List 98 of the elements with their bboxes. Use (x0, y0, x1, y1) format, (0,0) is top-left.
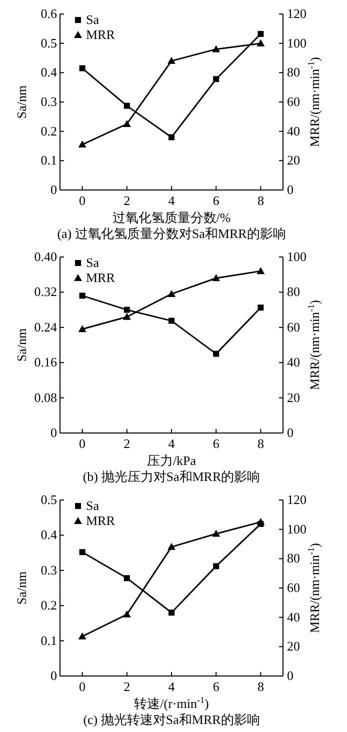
legend-label: Sa (86, 12, 100, 27)
y2-tick-label: 20 (287, 152, 300, 168)
point (79, 292, 86, 299)
x-tick-label: 0 (79, 679, 86, 694)
y2-tick-label: 100 (287, 249, 306, 264)
y2-tick-label: 100 (287, 521, 306, 536)
point (212, 274, 220, 282)
y-tick-label: 0.32 (34, 284, 57, 300)
x-tick-label: 8 (257, 679, 264, 694)
x-tick-label: 6 (212, 679, 220, 694)
y2-tick-label: 80 (287, 64, 300, 80)
point (124, 575, 130, 582)
point (213, 563, 220, 570)
y-axis-title: Sa/nm (14, 85, 29, 119)
y-tick-label: 0.1 (40, 632, 57, 648)
point (122, 120, 131, 127)
point (124, 306, 130, 313)
text: (a) 过氧化氢质量分数对Sa和MRR的影响 (57, 226, 286, 241)
point (79, 549, 86, 556)
y-tick-label: 0.24 (34, 319, 58, 334)
y-axis-title: Sa/nm (14, 328, 29, 362)
x-tick-label: 8 (257, 193, 264, 208)
point (78, 325, 86, 332)
point (78, 140, 86, 148)
point (168, 610, 174, 616)
point (213, 350, 220, 357)
y2-tick-label: 60 (287, 580, 300, 595)
text: (c) 抛光转速对Sa和MRR的影响 (83, 712, 260, 727)
y-tick-label: 0 (50, 425, 57, 440)
y2-tick-label: 40 (287, 354, 300, 370)
point (258, 304, 264, 311)
x-tick-label: 4 (168, 193, 176, 208)
y2-tick-label: 0 (287, 668, 294, 683)
y-tick-label: 0.16 (34, 354, 58, 370)
y-tick-label: 0.4 (40, 64, 58, 80)
point (212, 45, 220, 52)
x-axis-title: 压力/kPa (146, 453, 196, 468)
y-tick-label: 0 (50, 182, 57, 197)
x-tick-label: 2 (124, 436, 130, 451)
point (258, 30, 264, 37)
point (212, 530, 220, 537)
y-tick-label: 0.1 (40, 152, 57, 168)
x-tick-label: 2 (124, 679, 130, 694)
y-tick-label: 0.2 (40, 123, 57, 138)
point (122, 312, 131, 320)
x-tick-label: 6 (212, 436, 220, 451)
point (168, 542, 176, 550)
x-tick-label: 4 (168, 679, 176, 694)
y-tick-label: 0.2 (40, 598, 57, 613)
y2-tick-label: 20 (287, 390, 300, 405)
legend-label: MRR (86, 27, 116, 42)
y2-tick-label: 120 (287, 6, 306, 21)
point (258, 520, 264, 527)
point (256, 39, 265, 46)
y-tick-label: 0.5 (40, 35, 57, 50)
point (256, 267, 265, 274)
y2-tick-label: 20 (287, 638, 300, 654)
legend-label: MRR (86, 513, 116, 528)
point (168, 290, 176, 297)
y2-tick-label: 0 (287, 182, 294, 197)
y2-tick-label: 60 (287, 94, 300, 109)
legend-label: MRR (86, 270, 116, 285)
y2-tick-label: 80 (287, 284, 300, 300)
y2-tick-label: 0 (287, 425, 294, 440)
x-tick-label: 6 (212, 193, 220, 208)
y-tick-label: 0.3 (40, 562, 57, 578)
y-tick-label: 0.6 (40, 6, 58, 21)
point (168, 318, 174, 324)
y2-tick-label: 120 (287, 492, 306, 507)
y2-tick-label: 40 (287, 123, 300, 138)
y-tick-label: 0.5 (40, 492, 57, 507)
point (122, 610, 131, 618)
x-axis-title: 转速/(r·min$^{-1}$) (134, 695, 209, 711)
x-tick-label: 0 (79, 193, 86, 208)
point (124, 102, 130, 109)
point (78, 632, 86, 640)
y-tick-label: 0.4 (40, 527, 58, 542)
y-tick-label: 0.40 (34, 249, 57, 264)
y2-tick-label: 60 (287, 319, 300, 334)
legend-label: Sa (86, 498, 100, 513)
x-tick-label: 2 (124, 193, 130, 208)
point (168, 56, 176, 64)
point (213, 76, 220, 82)
y-tick-label: 0 (50, 668, 57, 683)
x-tick-label: 4 (168, 436, 176, 451)
x-axis-title: 过氧化氢质量分数/% (112, 210, 231, 225)
y-tick-label: 0.3 (40, 94, 57, 109)
text: (b) 抛光压力对Sa和MRR的影响 (82, 469, 260, 484)
legend-label: Sa (86, 255, 100, 270)
point (168, 134, 174, 140)
y2-tick-label: 40 (287, 609, 300, 624)
y2-tick-label: 100 (287, 35, 306, 50)
y-axis-title: Sa/nm (14, 571, 29, 605)
y-tick-label: 0.08 (34, 390, 57, 405)
point (79, 65, 86, 72)
x-tick-label: 0 (79, 436, 86, 451)
x-tick-label: 8 (257, 436, 264, 451)
y2-tick-label: 80 (287, 550, 300, 566)
